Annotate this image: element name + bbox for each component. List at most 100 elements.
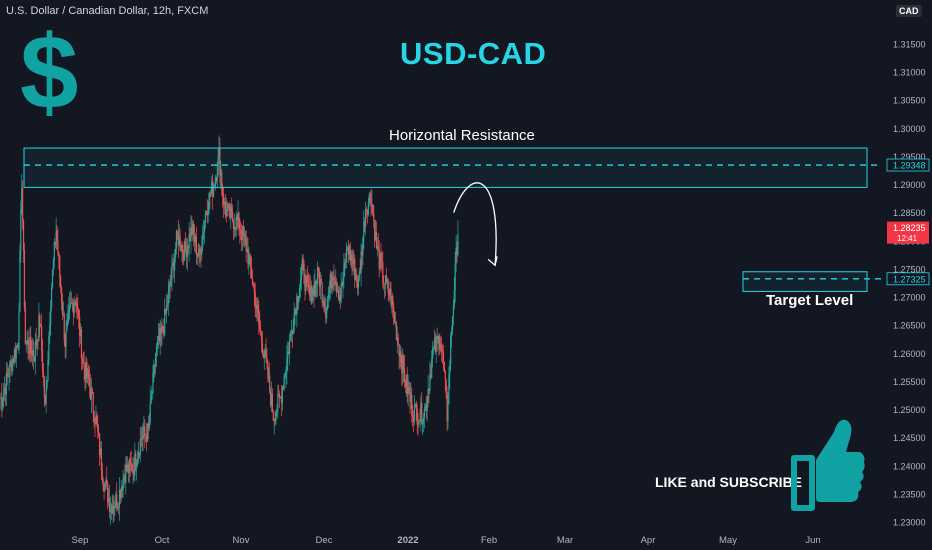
candle-body bbox=[430, 374, 432, 378]
thumbs-up-icon bbox=[791, 419, 865, 511]
candle-body bbox=[308, 287, 311, 296]
candle-body bbox=[82, 359, 84, 363]
candle-body bbox=[387, 280, 389, 293]
candle-body bbox=[33, 355, 35, 362]
time-tick-label: Oct bbox=[155, 535, 170, 546]
candle-body bbox=[77, 307, 79, 310]
candle-body bbox=[285, 370, 287, 375]
symbol-info[interactable]: U.S. Dollar / Canadian Dollar, 12h, FXCM bbox=[6, 5, 209, 17]
candle-body bbox=[312, 285, 314, 295]
candle-body bbox=[160, 328, 162, 334]
candle-body bbox=[103, 486, 105, 492]
candle-body bbox=[366, 210, 369, 215]
candle-body bbox=[254, 292, 256, 309]
candle-body bbox=[223, 201, 226, 205]
candle-body bbox=[248, 255, 250, 265]
candle-body bbox=[436, 336, 438, 340]
candle-body bbox=[44, 396, 46, 404]
candle-body bbox=[15, 346, 17, 359]
candle-body bbox=[66, 322, 68, 331]
candle-body bbox=[410, 394, 412, 402]
candle-body bbox=[448, 374, 450, 405]
candle-body bbox=[46, 380, 48, 388]
candle-body bbox=[184, 241, 186, 261]
candle-body bbox=[341, 283, 343, 286]
candle-body bbox=[370, 201, 372, 207]
svg-text:12:41: 12:41 bbox=[897, 234, 918, 243]
candle-body bbox=[431, 358, 433, 378]
candle-body bbox=[349, 245, 351, 261]
candle-body bbox=[172, 261, 174, 265]
candle-body bbox=[222, 186, 224, 194]
candle-body bbox=[127, 464, 129, 472]
candle-body bbox=[136, 458, 139, 465]
candle-body bbox=[253, 285, 255, 293]
candle-body bbox=[456, 247, 458, 255]
candle-body bbox=[13, 349, 16, 363]
candle-body bbox=[43, 377, 45, 397]
candle-body bbox=[12, 358, 15, 363]
candle-body bbox=[200, 249, 202, 255]
candle-body bbox=[147, 423, 150, 429]
candle-body bbox=[171, 264, 173, 281]
price-tick-label: 1.26500 bbox=[893, 321, 926, 331]
chart-title: USD-CAD bbox=[400, 36, 547, 71]
candle-body bbox=[388, 292, 390, 296]
candle-body bbox=[344, 261, 346, 263]
candle-body bbox=[88, 370, 90, 380]
candle-body bbox=[140, 438, 142, 440]
candle-body bbox=[272, 412, 274, 421]
candle-body bbox=[11, 360, 13, 372]
candle-body bbox=[165, 304, 168, 313]
candle-body bbox=[360, 251, 362, 273]
candle-body bbox=[457, 233, 459, 255]
candle-body bbox=[164, 308, 166, 335]
candle-body bbox=[432, 346, 435, 349]
candle-body bbox=[41, 350, 44, 371]
candle-body bbox=[199, 248, 201, 250]
candle-body bbox=[118, 489, 121, 508]
candle-body bbox=[203, 231, 205, 233]
candle-body bbox=[50, 307, 52, 326]
candle-body bbox=[322, 301, 324, 303]
candle-body bbox=[355, 274, 357, 280]
candle-body bbox=[415, 403, 417, 409]
candle-body bbox=[184, 241, 187, 249]
candle-body bbox=[21, 187, 23, 210]
candle-body bbox=[353, 258, 355, 265]
currency-badge[interactable]: CAD bbox=[896, 5, 922, 17]
candle-body bbox=[75, 302, 77, 304]
candle-body bbox=[404, 382, 407, 388]
candle-body bbox=[389, 288, 391, 296]
candle-body bbox=[384, 275, 387, 285]
candle-body bbox=[28, 350, 30, 354]
candle-body bbox=[102, 480, 104, 487]
svg-text:1.29348: 1.29348 bbox=[893, 161, 926, 171]
candle-body bbox=[12, 358, 14, 372]
candle-body bbox=[85, 361, 87, 380]
candle-body bbox=[39, 315, 41, 326]
candle-body bbox=[364, 220, 366, 227]
candle-body bbox=[149, 403, 151, 423]
candle-body bbox=[212, 186, 215, 197]
candle-body bbox=[205, 210, 207, 214]
candle-body bbox=[91, 389, 93, 393]
candle-body bbox=[93, 411, 95, 422]
candle-body bbox=[378, 248, 380, 269]
time-tick-label: 2022 bbox=[397, 535, 418, 546]
candle-body bbox=[371, 204, 373, 207]
candle-body bbox=[259, 324, 261, 330]
candle-body bbox=[166, 304, 169, 306]
candle-body bbox=[441, 347, 443, 351]
candle-body bbox=[416, 408, 418, 425]
candle-body bbox=[142, 435, 144, 440]
time-tick-label: Mar bbox=[557, 535, 573, 546]
candle-body bbox=[240, 230, 242, 234]
candle-body bbox=[239, 228, 241, 231]
candle-body bbox=[162, 326, 164, 333]
forecast-arrow bbox=[453, 182, 497, 266]
candle-body bbox=[237, 212, 239, 221]
candle-body bbox=[30, 336, 32, 351]
candle-body bbox=[428, 389, 430, 391]
